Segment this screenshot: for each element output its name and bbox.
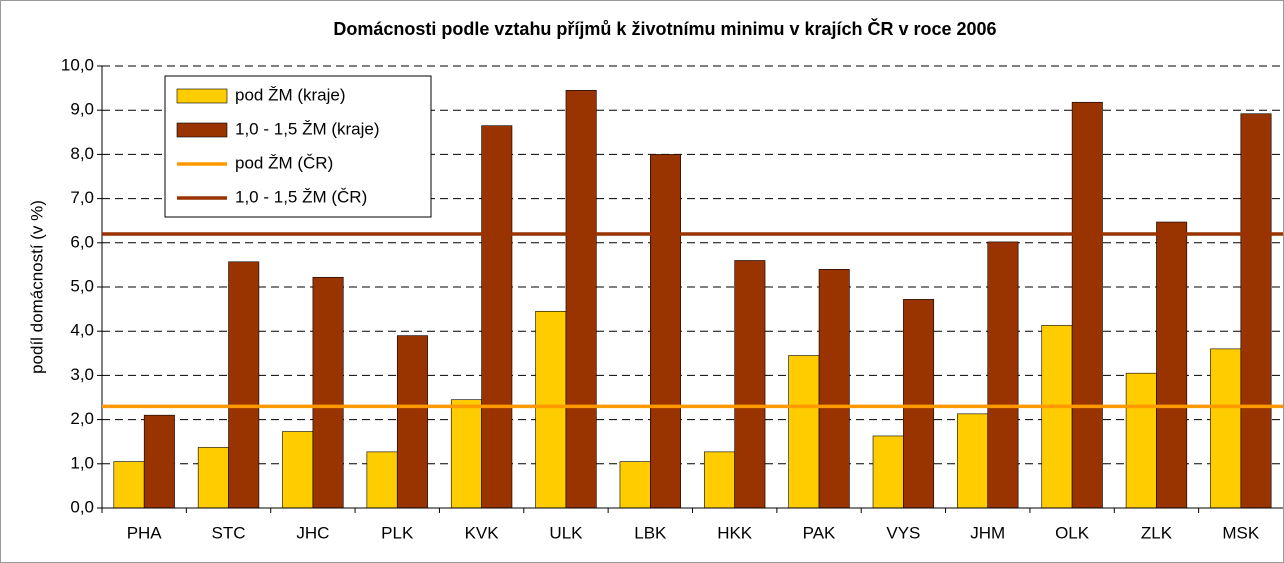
- bar: [1240, 113, 1272, 509]
- bar: [704, 451, 735, 509]
- legend-swatch: [176, 122, 228, 138]
- bar: [228, 261, 260, 509]
- x-tick-label: KVK: [465, 523, 500, 542]
- x-tick-label: ULK: [549, 523, 583, 542]
- y-tick-label: 3,0: [70, 365, 94, 384]
- bar: [312, 276, 344, 509]
- y-tick-label: 1,0: [70, 453, 94, 472]
- y-tick-label: 5,0: [70, 276, 94, 295]
- bar: [1125, 372, 1157, 509]
- legend-swatch: [176, 88, 228, 104]
- legend-label: 1,0 - 1,5 ŽM (ČR): [235, 187, 367, 206]
- x-tick-label: ZLK: [1141, 523, 1173, 542]
- x-tick-label: LBK: [634, 523, 667, 542]
- legend-label: pod ŽM (ČR): [235, 153, 333, 172]
- bar: [481, 125, 513, 509]
- x-tick-label: PHA: [127, 523, 163, 542]
- bar: [903, 299, 935, 509]
- x-tick-label: OLK: [1055, 523, 1090, 542]
- y-tick-label: 0,0: [70, 497, 94, 516]
- legend-label: pod ŽM (kraje): [235, 85, 346, 104]
- bar: [872, 435, 904, 509]
- bar: [788, 355, 820, 509]
- bar: [535, 311, 567, 509]
- x-tick-label: PLK: [381, 523, 414, 542]
- chart-title: Domácnosti podle vztahu příjmů k životní…: [333, 18, 996, 39]
- bar: [113, 461, 145, 509]
- bar: [818, 269, 850, 509]
- bar: [957, 413, 989, 509]
- bar: [197, 447, 229, 509]
- y-tick-label: 8,0: [70, 144, 94, 163]
- bar: [1041, 325, 1073, 509]
- bar: [1210, 348, 1242, 509]
- bar: [565, 90, 597, 509]
- bar: [450, 399, 482, 509]
- x-tick-label: HKK: [717, 523, 753, 542]
- bar: [734, 260, 766, 509]
- y-tick-label: 4,0: [70, 321, 94, 340]
- x-tick-label: STC: [212, 523, 246, 542]
- bar: [987, 241, 1019, 509]
- x-tick-label: JHM: [970, 523, 1005, 542]
- legend-label: 1,0 - 1,5 ŽM (kraje): [235, 119, 380, 138]
- x-tick-label: JHC: [296, 523, 329, 542]
- y-tick-label: 6,0: [70, 232, 94, 251]
- bar: [143, 414, 175, 509]
- x-tick-label: MSK: [1222, 523, 1260, 542]
- y-tick-label: 2,0: [70, 409, 94, 428]
- bar: [650, 154, 681, 509]
- y-tick-label: 10,0: [61, 55, 94, 74]
- bar: [366, 451, 398, 509]
- y-tick-label: 7,0: [70, 188, 94, 207]
- x-tick-label: PAK: [803, 523, 836, 542]
- bar: [1156, 221, 1188, 509]
- bar: [619, 461, 651, 509]
- bar: [282, 431, 314, 509]
- x-tick-label: VYS: [886, 523, 920, 542]
- bar: [1071, 101, 1103, 509]
- y-tick-label: 9,0: [70, 100, 94, 119]
- y-axis-label: podíl domácností (v %): [27, 200, 46, 374]
- bar: [396, 335, 428, 509]
